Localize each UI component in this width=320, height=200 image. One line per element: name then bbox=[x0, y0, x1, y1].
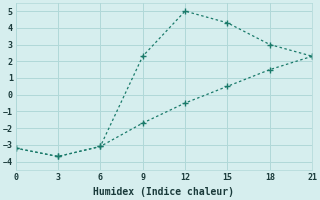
X-axis label: Humidex (Indice chaleur): Humidex (Indice chaleur) bbox=[93, 187, 234, 197]
